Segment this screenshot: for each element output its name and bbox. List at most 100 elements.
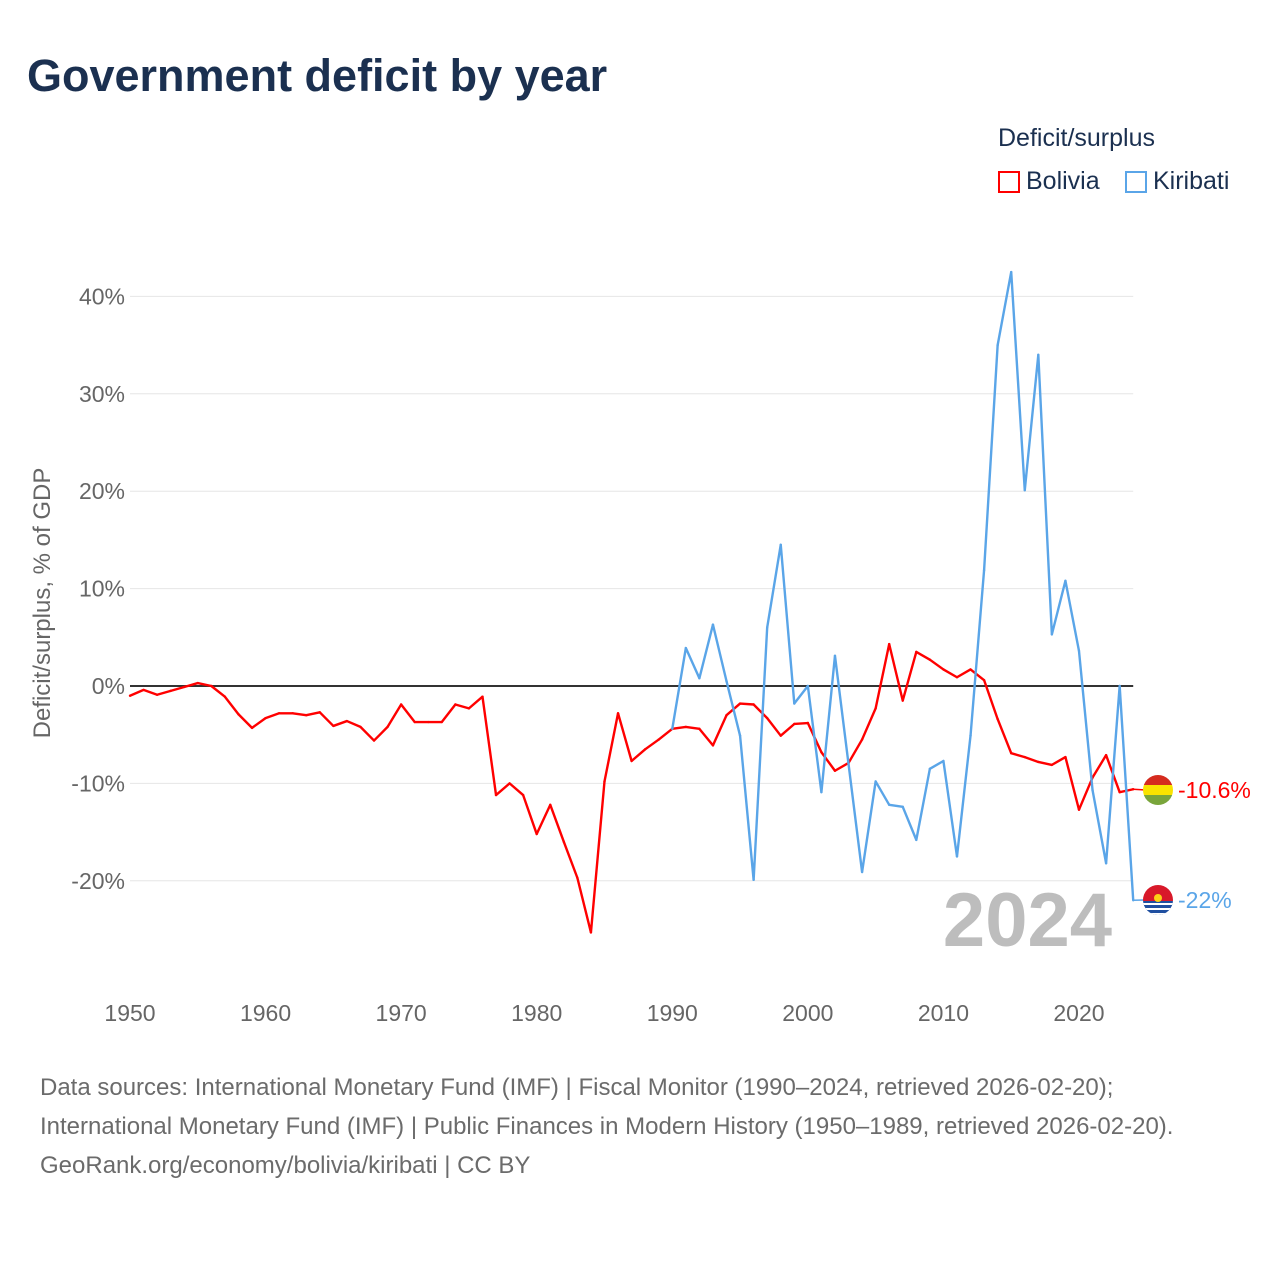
data-point-kiribati <box>1050 633 1054 636</box>
x-tick-label: 1960 <box>240 1000 291 1026</box>
data-point-bolivia <box>467 707 471 710</box>
data-point-kiribati <box>1037 353 1040 357</box>
data-point-kiribati <box>820 790 823 794</box>
data-point-bolivia <box>698 727 701 731</box>
data-point-kiribati <box>847 762 850 766</box>
data-point-bolivia <box>1064 755 1067 759</box>
data-point-kiribati <box>860 870 864 874</box>
data-point-bolivia <box>928 658 932 661</box>
data-point-kiribati <box>955 855 959 858</box>
data-point-bolivia <box>264 716 267 720</box>
data-point-kiribati <box>793 702 796 705</box>
data-point-bolivia <box>386 725 389 729</box>
kiribati-flag-icon <box>1143 885 1173 915</box>
data-point-bolivia <box>806 721 810 725</box>
data-point-bolivia <box>1104 753 1108 757</box>
data-point-bolivia <box>942 668 945 671</box>
data-point-bolivia <box>549 803 552 807</box>
data-point-bolivia <box>183 685 186 689</box>
legend-title: Deficit/surplus <box>998 124 1155 152</box>
data-point-bolivia <box>589 931 593 934</box>
data-point-bolivia <box>237 713 240 716</box>
end-value-label-kiribati: -22% <box>1178 887 1232 913</box>
data-point-bolivia <box>454 703 457 706</box>
data-point-kiribati <box>711 623 715 626</box>
y-tick-label: -10% <box>71 770 125 796</box>
data-point-bolivia <box>1050 763 1054 767</box>
data-point-bolivia <box>765 716 769 720</box>
data-point-kiribati <box>738 734 742 737</box>
credit-link[interactable]: GeoRank.org/economy/bolivia/kiribati | C… <box>40 1152 531 1179</box>
data-sources: Data sources: International Monetary Fun… <box>40 1074 1174 1140</box>
legend-item-kiribati[interactable]: Kiribati <box>1125 167 1229 196</box>
data-point-bolivia <box>982 678 986 682</box>
data-point-bolivia <box>372 739 376 742</box>
data-point-bolivia <box>399 703 403 706</box>
data-point-bolivia <box>332 724 335 728</box>
data-point-kiribati <box>1010 270 1013 274</box>
data-point-kiribati <box>887 803 891 807</box>
legend-swatch-kiribati <box>1125 170 1147 193</box>
data-point-bolivia <box>318 711 321 714</box>
y-axis-title: Deficit/surplus, % of GDP <box>29 468 56 739</box>
data-point-kiribati <box>698 677 701 680</box>
data-point-bolivia <box>1077 808 1081 811</box>
data-point-kiribati <box>806 684 810 688</box>
data-point-kiribati <box>996 343 999 347</box>
data-point-bolivia <box>955 676 959 679</box>
y-tick-label: -20% <box>71 868 125 894</box>
data-point-bolivia <box>521 793 525 797</box>
y-tick-label: 0% <box>92 673 125 699</box>
x-tick-label: 2000 <box>782 1000 833 1026</box>
legend-swatch-bolivia <box>998 170 1020 193</box>
data-point-bolivia <box>1118 790 1121 794</box>
data-point-bolivia <box>996 717 999 721</box>
data-point-bolivia <box>738 702 742 705</box>
chart-plot: 40% 30% 20% 10% 0% -10% -20% 1950 1960 1970 1980 19… <box>29 270 1251 1026</box>
y-tick-label: 10% <box>79 576 125 602</box>
data-point-kiribati <box>779 543 782 546</box>
data-point-bolivia <box>359 725 362 729</box>
data-point-kiribati <box>1023 489 1026 492</box>
data-point-kiribati <box>1118 684 1121 688</box>
data-point-kiribati <box>982 568 986 572</box>
data-point-kiribati <box>684 646 688 650</box>
data-point-kiribati <box>833 654 837 658</box>
chart-title: Government deficit by year <box>27 50 608 101</box>
data-point-bolivia <box>305 714 308 717</box>
data-point-kiribati <box>915 838 918 842</box>
data-point-bolivia <box>562 840 566 844</box>
legend-label-kiribati: Kiribati <box>1153 167 1230 195</box>
data-point-bolivia <box>684 725 688 729</box>
data-point-kiribati <box>874 780 877 783</box>
data-point-bolivia <box>440 720 444 724</box>
data-point-kiribati <box>928 767 932 770</box>
data-point-bolivia <box>752 703 755 706</box>
data-point-kiribati <box>969 734 972 737</box>
data-point-bolivia <box>901 699 904 702</box>
data-point-bolivia <box>481 695 484 698</box>
legend-item-bolivia[interactable]: Bolivia <box>998 167 1100 196</box>
data-point-bolivia <box>860 738 864 741</box>
data-point-bolivia <box>603 780 606 783</box>
data-point-kiribati <box>671 727 674 731</box>
data-point-bolivia <box>1037 760 1040 764</box>
x-tick-label: 2020 <box>1053 1000 1104 1026</box>
data-point-bolivia <box>1010 752 1013 755</box>
data-point-bolivia <box>427 720 430 724</box>
data-point-bolivia <box>874 707 877 710</box>
data-point-bolivia <box>277 712 281 715</box>
data-point-bolivia <box>535 832 538 836</box>
data-point-bolivia <box>630 759 633 763</box>
data-point-bolivia <box>508 782 511 785</box>
data-point-bolivia <box>291 712 294 715</box>
data-point-bolivia <box>196 681 199 685</box>
data-point-bolivia <box>969 668 972 671</box>
data-point-kiribati <box>725 679 728 683</box>
data-point-bolivia <box>1023 755 1026 759</box>
data-point-bolivia <box>833 769 837 772</box>
data-point-kiribati <box>942 759 945 763</box>
data-point-bolivia <box>250 726 254 730</box>
y-tick-label: 30% <box>79 381 125 407</box>
data-point-kiribati <box>901 805 904 808</box>
